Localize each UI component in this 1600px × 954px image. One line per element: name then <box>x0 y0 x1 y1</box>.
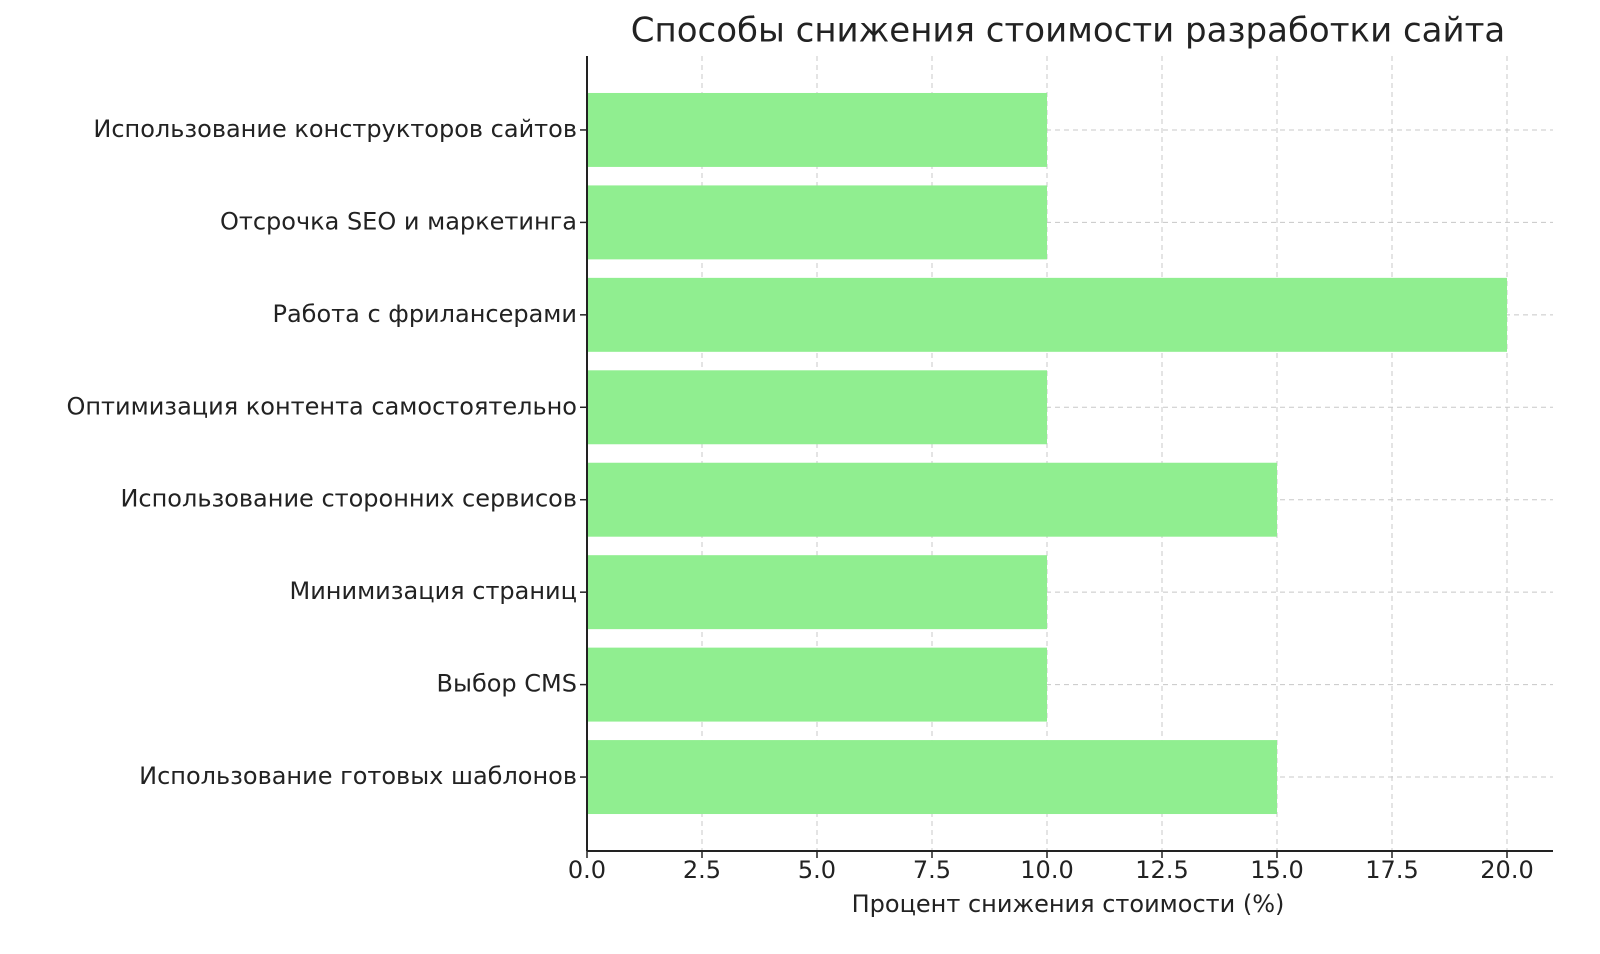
x-tick-label: 0.0 <box>568 856 606 884</box>
chart-title: Способы снижения стоимости разработки са… <box>631 11 1506 51</box>
y-tick-label: Использование готовых шаблонов <box>139 762 577 790</box>
x-tick-label: 17.5 <box>1365 856 1418 884</box>
y-tick-label: Работа с фрилансерами <box>273 300 578 328</box>
x-tick-label: 2.5 <box>683 856 721 884</box>
x-tick-label: 20.0 <box>1480 856 1533 884</box>
y-tick-label: Использование сторонних сервисов <box>120 485 577 513</box>
y-tick-label: Выбор CMS <box>437 670 577 698</box>
x-tick-label: 7.5 <box>913 856 951 884</box>
bar <box>587 462 1277 537</box>
bar <box>587 647 1047 722</box>
bar <box>587 555 1047 630</box>
bar <box>587 92 1047 167</box>
x-tick-label: 15.0 <box>1250 856 1303 884</box>
bar <box>587 370 1047 445</box>
y-tick-label: Оптимизация контента самостоятельно <box>66 392 577 420</box>
bar <box>587 277 1507 352</box>
x-tick-label: 12.5 <box>1135 856 1188 884</box>
x-axis-label: Процент снижения стоимости (%) <box>852 890 1285 918</box>
y-tick-label: Отсрочка SEO и маркетинга <box>220 207 577 235</box>
bar <box>587 185 1047 260</box>
y-tick-label: Использование конструкторов сайтов <box>93 115 577 143</box>
x-tick-label: 5.0 <box>798 856 836 884</box>
y-tick-label: Минимизация страниц <box>289 577 577 605</box>
bar <box>587 740 1277 815</box>
x-tick-label: 10.0 <box>1020 856 1073 884</box>
